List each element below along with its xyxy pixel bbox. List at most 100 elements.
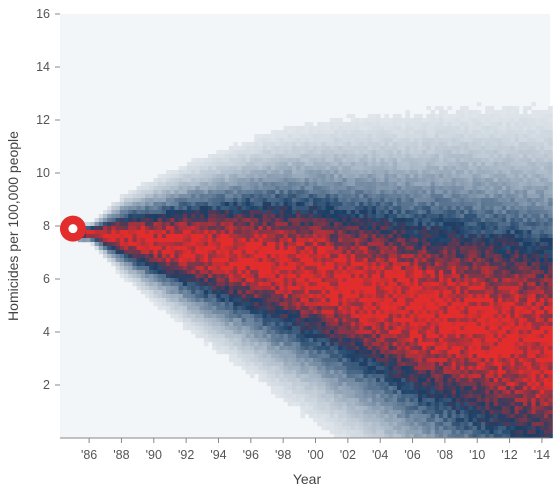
heatmap-cell [422,230,427,235]
heatmap-cell [367,162,373,167]
heatmap-cell [321,122,326,127]
heatmap-cell [321,286,326,291]
heatmap-cell [384,270,389,275]
heatmap-cell [397,186,402,191]
heatmap-cell [241,230,247,235]
heatmap-cell [388,410,394,415]
heatmap-cell [245,206,251,211]
heatmap-cell [346,262,352,267]
heatmap-cell [287,370,293,375]
heatmap-cell [304,310,310,315]
heatmap-cell [254,230,259,235]
heatmap-cell [254,262,259,267]
heatmap-cell [203,342,209,347]
heatmap-cell [401,198,406,203]
heatmap-cell [392,270,398,275]
heatmap-cell [355,218,360,223]
heatmap-cell [300,382,305,387]
heatmap-cell [397,122,402,127]
heatmap-cell [132,218,137,223]
heatmap-cell [178,206,184,211]
heatmap-cell [224,302,230,307]
heatmap-cell [279,342,284,347]
heatmap-cell [279,370,284,375]
heatmap-cell [187,322,192,327]
heatmap-cell [115,214,121,219]
heatmap-cell [279,230,284,235]
heatmap-cell [136,194,142,199]
heatmap-cell [384,294,389,299]
heatmap-cell [405,190,410,195]
heatmap-cell [149,182,154,187]
heatmap-cell [338,418,343,423]
heatmap-cell [413,142,419,147]
heatmap-cell [119,270,125,275]
heatmap-cell [371,270,377,275]
heatmap-cell [300,198,305,203]
heatmap-cell [334,194,339,199]
heatmap-cell [229,346,234,351]
heatmap-cell [350,422,356,427]
heatmap-cell [258,134,263,139]
heatmap-cell [233,358,238,363]
heatmap-cell [388,310,394,315]
heatmap-cell [321,146,326,151]
heatmap-cell [317,314,322,319]
heatmap-cell [208,162,213,167]
heatmap-cell [292,290,297,295]
heatmap-cell [426,150,431,155]
heatmap-cell [443,318,448,323]
heatmap-cell [447,354,452,359]
heatmap-cell [325,138,331,143]
heatmap-cell [216,234,221,239]
heatmap-cell [212,210,217,215]
heatmap-cell [266,326,272,331]
heatmap-cell [321,394,326,399]
heatmap-cell [426,214,431,219]
heatmap-cell [250,158,255,163]
heatmap-cell [392,310,398,315]
heatmap-cell [418,334,423,339]
heatmap-cell [94,242,100,247]
heatmap-cell [250,162,255,167]
heatmap-cell [224,310,230,315]
heatmap-cell [334,426,339,431]
heatmap-cell [229,330,234,335]
heatmap-cell [418,422,423,427]
heatmap-cell [233,258,238,263]
heatmap-cell [434,118,440,123]
heatmap-cell [245,298,251,303]
heatmap-cell [388,358,394,363]
heatmap-cell [254,310,259,315]
heatmap-cell [363,366,368,371]
heatmap-cell [413,322,419,327]
heatmap-cell [430,150,436,155]
heatmap-cell [363,302,368,307]
heatmap-cell [401,170,406,175]
heatmap-cell [397,114,402,119]
heatmap-cell [317,162,322,167]
heatmap-cell [304,354,310,359]
heatmap-cell [325,142,331,147]
heatmap-cell [384,354,389,359]
heatmap-cell [397,274,402,279]
heatmap-cell [308,174,314,179]
heatmap-cell [111,210,116,215]
heatmap-cell [119,222,125,227]
heatmap-cell [300,278,305,283]
heatmap-cell [203,286,209,291]
heatmap-cell [426,418,431,423]
heatmap-cell [199,270,205,275]
heatmap-cell [350,302,356,307]
heatmap-cell [149,218,154,223]
heatmap-cell [245,194,251,199]
heatmap-cell [195,186,200,191]
heatmap-cell [430,382,436,387]
heatmap-cell [430,214,436,219]
heatmap-cell [187,190,192,195]
heatmap-cell [250,282,255,287]
heatmap-cell [279,374,284,379]
heatmap-cell [392,218,398,223]
heatmap-cell [203,190,209,195]
heatmap-cell [447,214,452,219]
